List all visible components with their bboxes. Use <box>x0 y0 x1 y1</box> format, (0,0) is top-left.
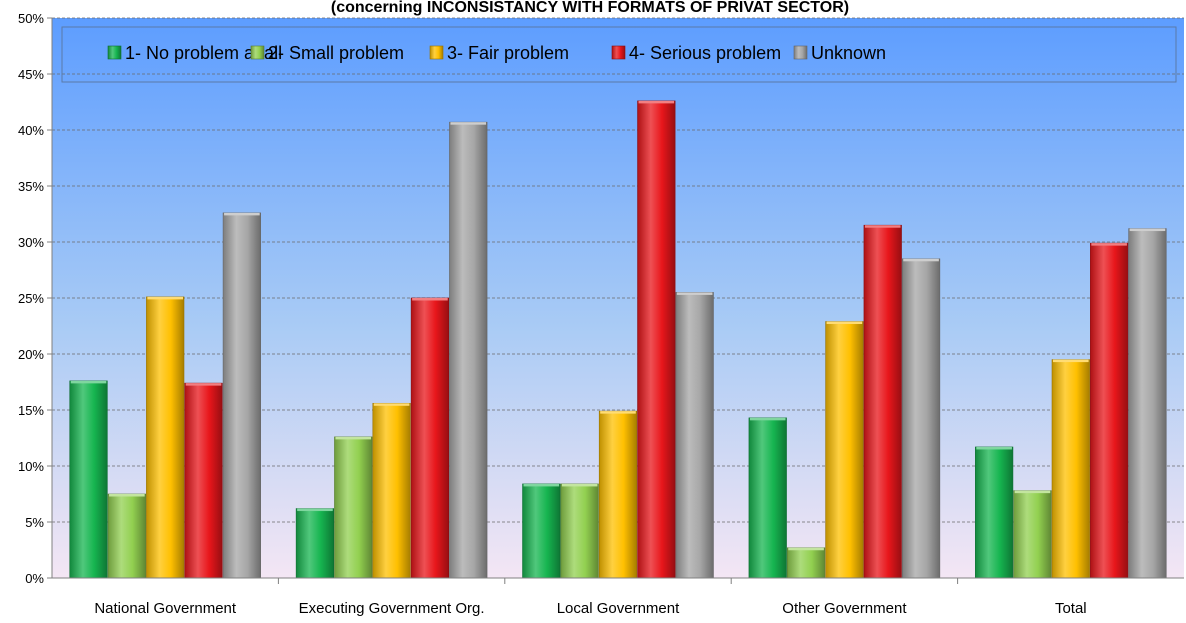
bar-highlight <box>1014 490 1051 494</box>
x-tick-label: Total <box>1055 600 1087 617</box>
y-tick-label: 50% <box>18 11 44 26</box>
bar-highlight <box>185 383 222 386</box>
bar-highlight <box>1053 359 1089 363</box>
bar <box>675 292 714 579</box>
x-tick-label: Other Government <box>782 600 907 617</box>
bar <box>410 297 450 579</box>
y-tick-label: 20% <box>18 347 44 362</box>
x-tick-label: Local Government <box>557 600 680 617</box>
axes: 0% 5% 10% 15% 20% 25% 30% 35% 40% 45% 50% National … <box>18 11 1184 617</box>
legend-label: Unknown <box>811 43 886 63</box>
bar-highlight <box>109 494 145 497</box>
bar-highlight <box>788 547 824 551</box>
bar <box>1013 490 1052 579</box>
bar-highlight <box>1091 243 1127 246</box>
legend-swatch <box>793 45 808 60</box>
bar <box>107 493 146 579</box>
y-tick-label: 5% <box>25 515 44 530</box>
y-tick-label: 25% <box>18 291 44 306</box>
y-tick-label: 0% <box>25 571 44 586</box>
bar-highlight <box>561 483 598 487</box>
bar <box>522 483 561 579</box>
bar <box>786 547 826 579</box>
bar-highlight <box>147 296 183 300</box>
legend-swatch <box>429 45 444 60</box>
y-tick-label: 45% <box>18 67 44 82</box>
y-tick-label: 10% <box>18 459 44 474</box>
bar-highlight <box>826 321 863 325</box>
bar <box>449 121 488 579</box>
bar <box>748 417 787 579</box>
legend-label: 3- Fair problem <box>447 43 569 63</box>
x-tick-label: National Government <box>94 600 237 617</box>
bar-highlight <box>638 100 675 104</box>
bar-highlight <box>450 122 487 125</box>
bar-highlight <box>224 212 260 216</box>
legend-swatch <box>250 45 265 60</box>
bar <box>825 321 864 579</box>
bar-highlight <box>1129 228 1166 232</box>
legend-label: 2- Small problem <box>268 43 404 63</box>
bar-highlight <box>412 298 448 301</box>
bar-highlight <box>864 225 901 228</box>
bar-highlight <box>335 436 372 440</box>
legend-box <box>61 26 1177 83</box>
bar-highlight <box>523 483 560 487</box>
bar-highlight <box>903 258 939 262</box>
bar <box>598 410 638 579</box>
bar <box>975 446 1014 579</box>
bar-highlight <box>297 508 333 512</box>
bar <box>69 380 108 579</box>
bar-highlight <box>373 403 410 406</box>
bar <box>1128 228 1167 579</box>
legend-label: 1- No problem at all <box>125 43 282 63</box>
bar <box>146 296 185 579</box>
bar-highlight <box>600 411 636 414</box>
y-tick-label: 40% <box>18 123 44 138</box>
y-tick-label: 35% <box>18 179 44 194</box>
bar-highlight <box>676 292 713 295</box>
bar <box>637 100 676 579</box>
legend-label: 4- Serious problem <box>629 43 781 63</box>
bar <box>334 436 373 579</box>
bar <box>901 258 941 579</box>
x-tick-label: Executing Government Org. <box>299 600 485 617</box>
legend-swatch <box>107 45 122 60</box>
chart-title: (concerning INCONSISTANCY WITH FORMATS O… <box>331 0 849 16</box>
bar-highlight <box>976 446 1012 450</box>
legend-swatch <box>611 45 626 60</box>
bar <box>222 212 261 579</box>
bar <box>184 382 223 579</box>
bar <box>863 224 902 579</box>
y-tick-label: 15% <box>18 403 44 418</box>
bar <box>372 402 411 579</box>
bar <box>1090 242 1129 579</box>
bar-highlight <box>70 380 107 384</box>
bar <box>295 508 335 579</box>
bar <box>1051 359 1090 579</box>
bar <box>560 483 599 579</box>
y-tick-label: 30% <box>18 235 44 250</box>
bars <box>69 100 1167 579</box>
bar-highlight <box>749 417 786 421</box>
